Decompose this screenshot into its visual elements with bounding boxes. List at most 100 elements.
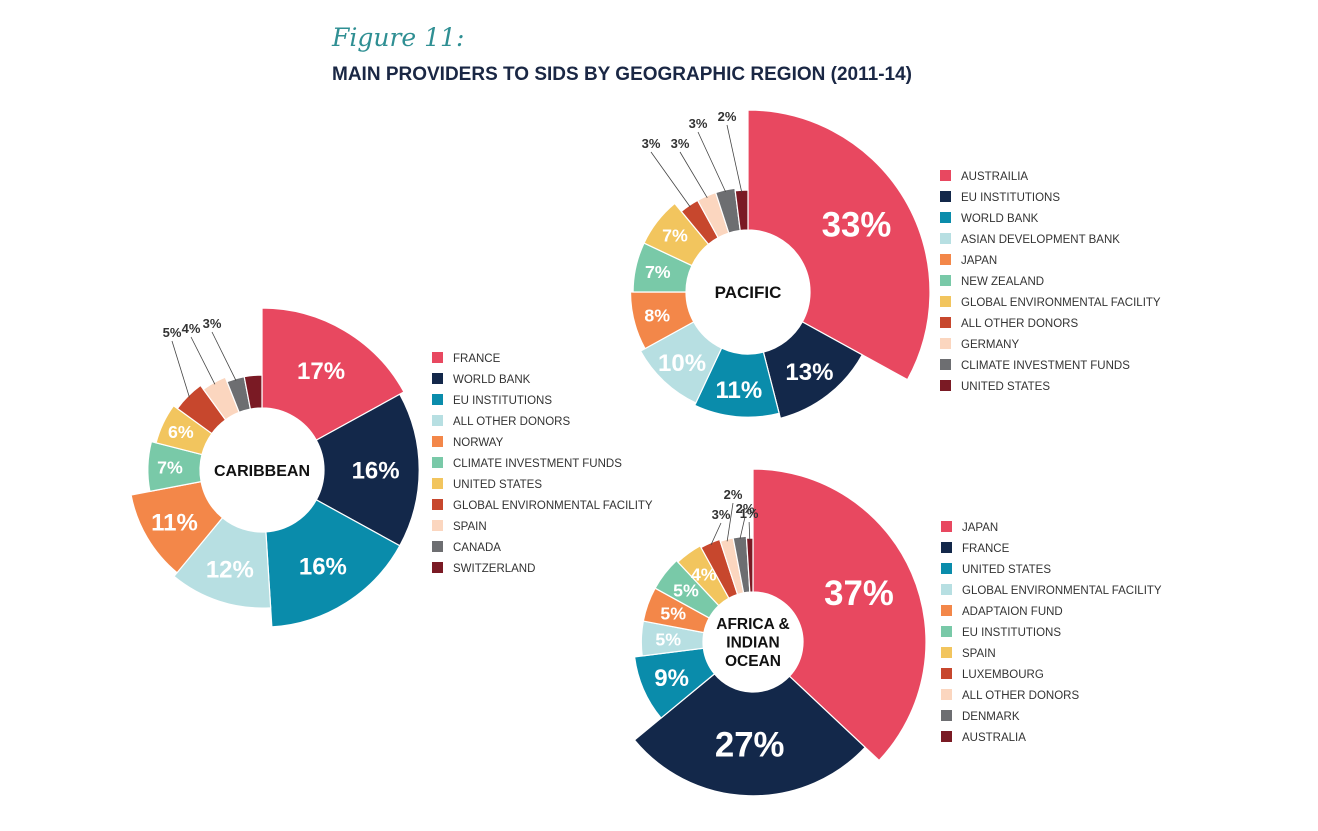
legend-item-all-other-donors: ALL OTHER DONORS	[962, 690, 1079, 702]
value-label: 7%	[662, 226, 688, 246]
value-label: 2%	[718, 109, 737, 124]
value-label: 5%	[655, 630, 681, 650]
legend-item-asian-development-bank: ASIAN DEVELOPMENT BANK	[961, 234, 1120, 246]
donut-hole	[703, 592, 803, 692]
donut-pacific: 33% 13% 11% 10% 8% 7% 7% 3% 3% 3% 2% PACIFIC AUSTRAI…	[629, 109, 1161, 420]
legend-pacific: AUSTRAILIA EU INSTITUTIONS WORLD BANK ASIAN…	[940, 170, 1161, 393]
value-label: 3%	[712, 507, 731, 522]
legend-item-france: FRANCE	[962, 543, 1010, 555]
value-label: 2%	[724, 487, 743, 502]
value-label: 3%	[203, 316, 222, 331]
legend-item-australia: AUSTRALIA	[962, 732, 1026, 744]
value-label: 3%	[642, 136, 661, 151]
value-label: 4%	[182, 321, 201, 336]
region-label: AFRICA &	[716, 616, 789, 633]
value-label: 6%	[168, 422, 194, 442]
region-label: INDIAN	[726, 635, 779, 652]
legend-swatch	[941, 668, 952, 679]
legend-item-new-zealand: NEW ZEALAND	[961, 276, 1044, 288]
legend-swatch	[432, 457, 443, 468]
value-label: 10%	[658, 350, 706, 377]
value-label: 11%	[715, 377, 762, 404]
legend-item-global-environmental-facility: GLOBAL ENVIRONMENTAL FACILITY	[453, 500, 653, 512]
legend-africa-indian-ocean: JAPAN FRANCE UNITED STATES GLOBAL ENVIRONME…	[941, 521, 1162, 744]
value-label: 33%	[822, 206, 892, 245]
slice-austrailia	[747, 109, 931, 381]
leader-line	[211, 331, 237, 381]
legend-item-spain: SPAIN	[962, 648, 996, 660]
legend-item-austrailia: AUSTRAILIA	[961, 171, 1028, 183]
leader-line	[190, 336, 216, 385]
value-label: 3%	[671, 136, 690, 151]
leader-line	[650, 151, 691, 208]
value-label: 3%	[689, 116, 708, 131]
leader-line	[697, 131, 726, 193]
legend-swatch	[432, 520, 443, 531]
value-label: 12%	[206, 557, 254, 584]
legend-swatch	[940, 191, 951, 202]
donut-caribbean: 17% 16% 16% 12% 11% 7% 6% 5% 4% 3% CARIBBEAN FRANCE…	[130, 307, 653, 628]
legend-swatch	[941, 521, 952, 532]
leader-line	[679, 151, 708, 199]
legend-swatch	[941, 584, 952, 595]
legend-swatch	[941, 647, 952, 658]
value-label: 5%	[673, 580, 699, 600]
leader-line	[710, 522, 722, 546]
legend-item-spain: SPAIN	[453, 521, 487, 533]
legend-swatch	[432, 352, 443, 363]
legend-item-luxembourg: LUXEMBOURG	[962, 669, 1044, 681]
value-label: 2%	[736, 501, 755, 516]
legend-item-climate-investment-funds: CLIMATE INVESTMENT FUNDS	[453, 458, 622, 470]
legend-item-denmark: DENMARK	[962, 711, 1020, 723]
figure-label: Figure 11:	[331, 23, 464, 52]
region-label: CARIBBEAN	[214, 463, 310, 480]
legend-swatch	[940, 317, 951, 328]
legend-item-canada: CANADA	[453, 542, 501, 554]
legend-swatch	[940, 275, 951, 286]
legend-swatch	[941, 563, 952, 574]
legend-swatch	[940, 338, 951, 349]
legend-swatch	[941, 731, 952, 742]
legend-swatch	[432, 478, 443, 489]
legend-item-france: FRANCE	[453, 353, 501, 365]
legend-item-world-bank: WORLD BANK	[961, 213, 1039, 225]
value-label: 17%	[297, 358, 345, 385]
value-label: 11%	[151, 509, 198, 536]
legend-swatch	[940, 170, 951, 181]
legend-item-all-other-donors: ALL OTHER DONORS	[961, 318, 1078, 330]
legend-caribbean: FRANCE WORLD BANK EU INSTITUTIONS ALL OTHER…	[432, 352, 653, 575]
value-label: 5%	[163, 325, 182, 340]
legend-item-japan: JAPAN	[961, 255, 997, 267]
legend-swatch	[940, 212, 951, 223]
legend-swatch	[432, 394, 443, 405]
leader-line	[726, 502, 734, 542]
value-label: 16%	[352, 458, 400, 485]
value-label: 4%	[691, 565, 717, 585]
legend-swatch	[432, 562, 443, 573]
legend-item-united-states: UNITED STATES	[453, 479, 542, 491]
legend-item-world-bank: WORLD BANK	[453, 374, 531, 386]
legend-item-adaptaion-fund: ADAPTAION FUND	[962, 606, 1063, 618]
value-label: 16%	[299, 554, 347, 581]
legend-swatch	[941, 605, 952, 616]
value-label: 1%	[740, 506, 759, 521]
figure-title: MAIN PROVIDERS TO SIDS BY GEOGRAPHIC REG…	[332, 64, 912, 85]
legend-item-germany: GERMANY	[961, 339, 1019, 351]
legend-item-eu-institutions: EU INSTITUTIONS	[961, 192, 1060, 204]
legend-item-united-states: UNITED STATES	[961, 381, 1050, 393]
value-label: 5%	[660, 604, 686, 624]
value-label: 9%	[654, 665, 689, 692]
leader-line	[171, 340, 190, 398]
legend-swatch	[940, 359, 951, 370]
legend-swatch	[940, 254, 951, 265]
legend-swatch	[432, 415, 443, 426]
value-label: 8%	[644, 306, 670, 326]
legend-swatch	[940, 296, 951, 307]
donut-hole	[200, 408, 324, 532]
legend-swatch	[941, 542, 952, 553]
value-label: 27%	[715, 726, 785, 765]
donut-hole	[686, 230, 810, 354]
legend-swatch	[432, 541, 443, 552]
leader-line	[739, 516, 746, 539]
